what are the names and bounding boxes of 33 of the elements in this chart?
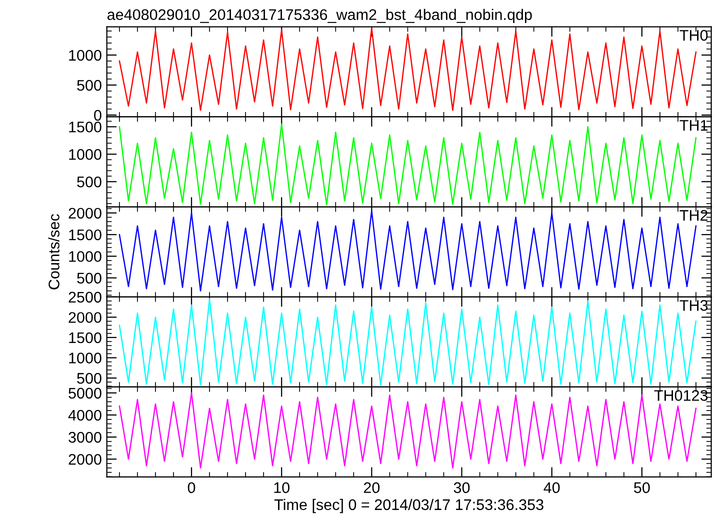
y-tick-label: 2000 [68, 208, 102, 219]
series-label: TH0 [680, 30, 708, 41]
y-tick-label: 500 [77, 372, 102, 384]
series-label: TH1 [680, 120, 708, 131]
x-tick-label: 10 [274, 482, 290, 494]
x-tick-label: 50 [634, 482, 650, 494]
series-label: TH0123 [654, 390, 708, 401]
y-tick-label: 2000 [68, 312, 102, 323]
series-label: TH3 [680, 300, 708, 311]
y-tick-label: 5000 [68, 388, 102, 399]
x-tick-label: 30 [454, 482, 470, 494]
series-label: TH2 [680, 210, 708, 221]
x-tick-label: 20 [364, 482, 380, 494]
y-tick-label: 1000 [69, 352, 102, 364]
y-tick-label: 500 [77, 176, 102, 188]
chart-title: ae408029010_20140317175336_wam2_bst_4band_nobin.qdp [107, 8, 532, 24]
x-tick-label: 0 [188, 482, 196, 494]
x-tick-label: 40 [544, 482, 560, 494]
y-tick-label: 4000 [68, 410, 102, 421]
y-tick-label: 1000 [69, 50, 102, 61]
y-tick-label: 500 [77, 80, 102, 91]
x-axis-title: Time [sec] 0 = 2014/03/17 17:53:36.353 [274, 498, 544, 514]
y-tick-label: 2000 [68, 454, 102, 465]
y-tick-label: 2500 [68, 292, 102, 303]
y-tick-label: 500 [77, 272, 102, 284]
y-tick-label: 1500 [69, 332, 102, 344]
y-axis-title: Counts/sec [48, 214, 60, 290]
y-tick-label: 1000 [69, 251, 102, 262]
y-tick-label: 1000 [69, 149, 102, 160]
y-tick-label: 1500 [69, 122, 102, 132]
y-tick-label: 1500 [69, 229, 102, 240]
y-tick-label: 3000 [68, 432, 102, 443]
y-tick-label: 0 [94, 110, 102, 121]
